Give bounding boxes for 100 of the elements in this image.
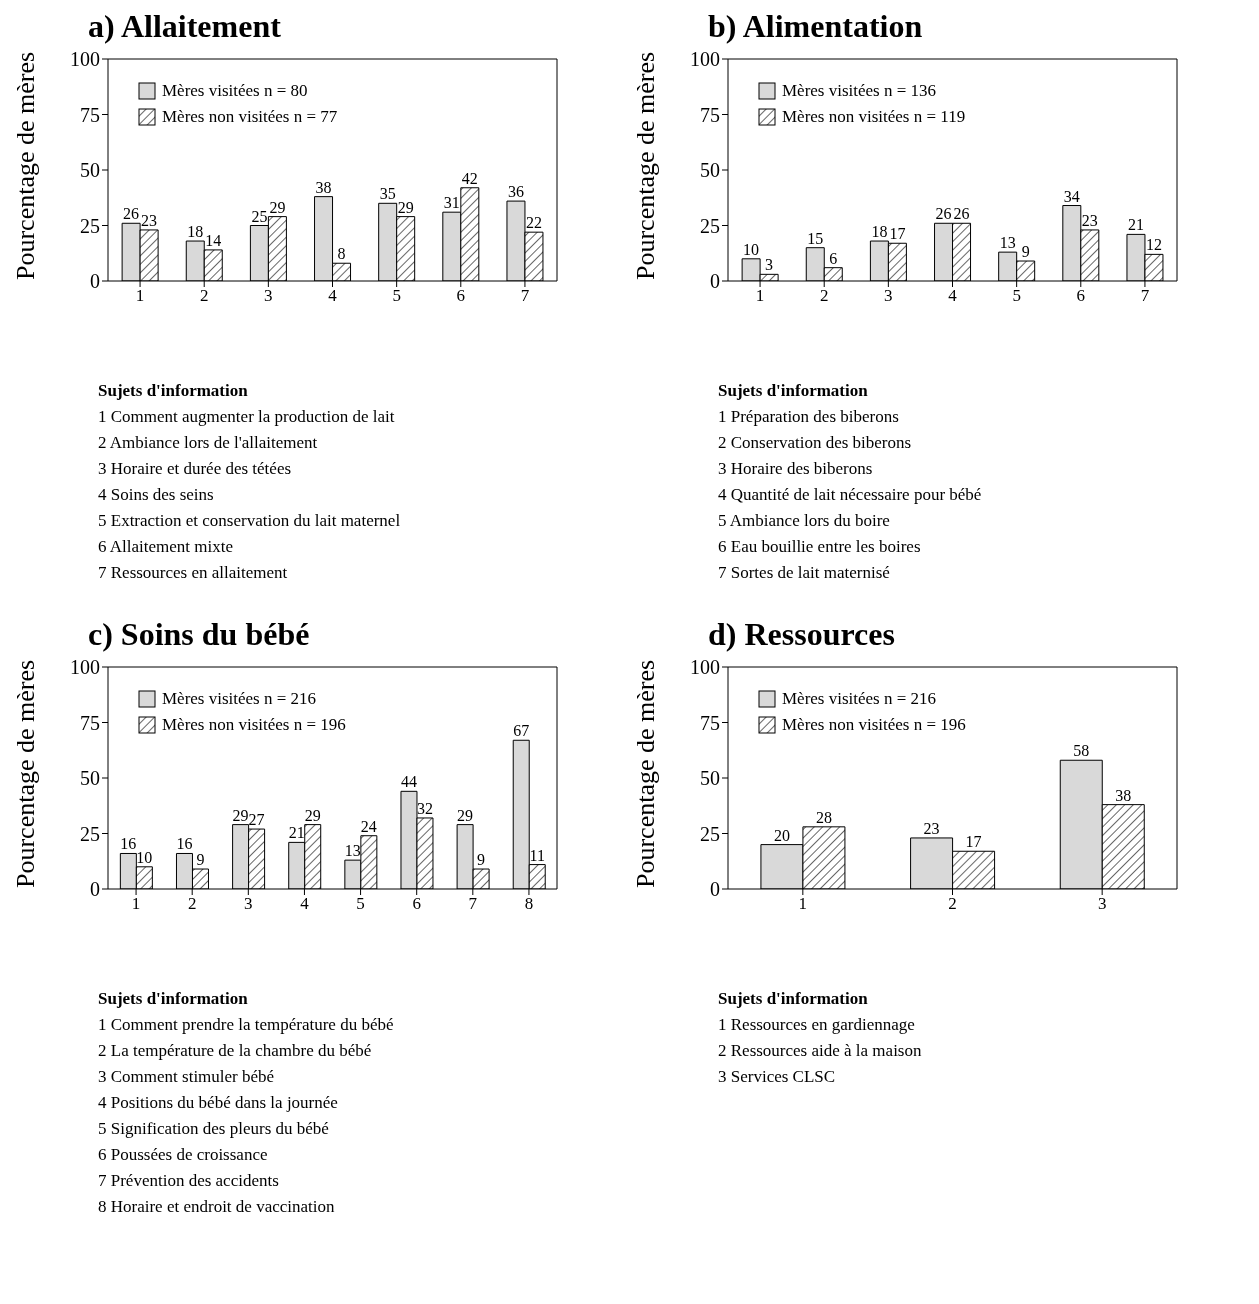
data-label: 10 (743, 240, 760, 258)
text: 1 Ressources en gardiennage (718, 1014, 916, 1036)
data-label: 67 (513, 722, 530, 740)
data-label: 23 (1081, 211, 1098, 229)
data-label: 26 (123, 205, 140, 223)
data-label: 44 (400, 773, 417, 791)
data-label: 34 (1063, 187, 1080, 205)
text: Sujets d'information (718, 380, 869, 402)
x-tick-label: 8 (524, 894, 534, 914)
y-tick-label: 75 (700, 711, 720, 734)
data-label: 16 (120, 835, 137, 853)
text: 3 Horaire et durée des tétées (98, 458, 293, 480)
y-tick-label: 100 (70, 48, 100, 71)
data-label: 23 (141, 211, 158, 229)
data-label: 24 (360, 817, 377, 835)
x-tick-label: 4 (328, 286, 338, 306)
legend-label: Mères non visitées n = 77 (162, 106, 338, 128)
legend-label: Mères visitées n = 136 (782, 80, 937, 102)
text: 6 Poussées de croissance (98, 1144, 269, 1166)
data-label: 3 (765, 256, 774, 274)
data-label: 36 (507, 183, 524, 201)
y-tick-label: 0 (90, 878, 100, 901)
legend-label: Mères visitées n = 216 (162, 688, 317, 710)
text: 6 Eau bouillie entre les boires (718, 536, 922, 558)
data-label: 9 (1021, 243, 1030, 261)
text: 7 Ressources en allaitement (98, 562, 289, 584)
data-label: 6 (829, 249, 838, 267)
legend-label: Mères non visitées n = 196 (162, 714, 346, 736)
y-tick-label: 0 (90, 270, 100, 293)
data-label: 29 (397, 198, 414, 216)
data-label: 23 (923, 819, 940, 837)
data-label: 15 (807, 229, 824, 247)
legend-label: Mères visitées n = 216 (782, 688, 937, 710)
text: 3 Horaire des biberons (718, 458, 874, 480)
y-tick-label: 75 (700, 103, 720, 126)
text: 2 Conservation des biberons (718, 432, 913, 454)
y-tick-label: 100 (690, 656, 720, 679)
data-label: 38 (1115, 786, 1132, 804)
text: 2 La température de la chambre du bébé (98, 1040, 373, 1062)
x-tick-label: 5 (1012, 286, 1021, 306)
legend-label: Mères non visitées n = 119 (782, 106, 966, 128)
data-label: 18 (187, 223, 204, 241)
data-label: 42 (461, 169, 478, 187)
text: 4 Positions du bébé dans la journée (98, 1092, 339, 1114)
x-tick-label: 5 (356, 894, 365, 914)
data-label: 21 (1127, 216, 1144, 234)
text: 3 Services CLSC (718, 1066, 837, 1088)
data-label: 27 (248, 811, 265, 829)
data-label: 25 (251, 207, 268, 225)
legend-label: Mères non visitées n = 196 (782, 714, 966, 736)
text: Sujets d'information (98, 380, 249, 402)
x-tick-label: 3 (264, 286, 273, 306)
data-label: 28 (815, 808, 832, 826)
data-label: 20 (773, 826, 790, 844)
text: 7 Sortes de lait maternisé (718, 562, 891, 584)
text: Sujets d'information (718, 988, 869, 1010)
data-label: 26 (935, 205, 952, 223)
data-label: 9 (477, 851, 486, 869)
y-tick-label: 50 (700, 159, 720, 182)
y-tick-label: 75 (80, 103, 100, 126)
x-tick-label: 1 (135, 286, 145, 306)
data-label: 29 (457, 806, 474, 824)
x-tick-label: 2 (948, 894, 957, 914)
y-tick-label: 25 (80, 214, 100, 237)
y-tick-label: 100 (70, 656, 100, 679)
data-label: 29 (304, 806, 321, 824)
x-tick-label: 1 (755, 286, 765, 306)
x-tick-label: 4 (300, 894, 310, 914)
x-tick-label: 6 (456, 286, 466, 306)
x-tick-label: 4 (948, 286, 958, 306)
text: 2 Ambiance lors de l'allaitement (98, 432, 319, 454)
x-tick-label: 6 (412, 894, 421, 914)
x-tick-label: 7 (1140, 286, 1150, 306)
x-tick-label: 5 (392, 286, 401, 306)
text: 5 Extraction et conservation du lait maternel (98, 510, 402, 532)
data-label: 32 (416, 799, 433, 817)
text: 6 Allaitement mixte (98, 536, 235, 558)
y-tick-label: 25 (700, 214, 720, 237)
x-tick-label: 1 (798, 894, 808, 914)
data-label: 17 (889, 225, 906, 243)
text: 1 Préparation des biberons (718, 406, 900, 428)
data-label: 11 (529, 846, 545, 864)
y-tick-label: 0 (710, 878, 720, 901)
data-label: 18 (871, 223, 888, 241)
y-tick-label: 100 (690, 48, 720, 71)
text: 1 Comment prendre la température du bébé (98, 1014, 395, 1036)
chart-title: a) Allaitement (88, 8, 282, 46)
chart-title: d) Ressources (708, 616, 896, 654)
data-label: 21 (288, 824, 305, 842)
data-label: 17 (965, 833, 982, 851)
data-label: 58 (1073, 742, 1090, 760)
text: 8 Horaire et endroit de vaccination (98, 1196, 336, 1218)
x-tick-label: 7 (520, 286, 530, 306)
data-label: 10 (136, 848, 153, 866)
x-tick-label: 7 (468, 894, 478, 914)
x-tick-label: 2 (819, 286, 829, 306)
y-axis-title: Pourcentage de mères (11, 659, 41, 888)
y-tick-label: 50 (700, 767, 720, 790)
legend-label: Mères visitées n = 80 (162, 80, 308, 102)
y-tick-label: 25 (80, 822, 100, 845)
